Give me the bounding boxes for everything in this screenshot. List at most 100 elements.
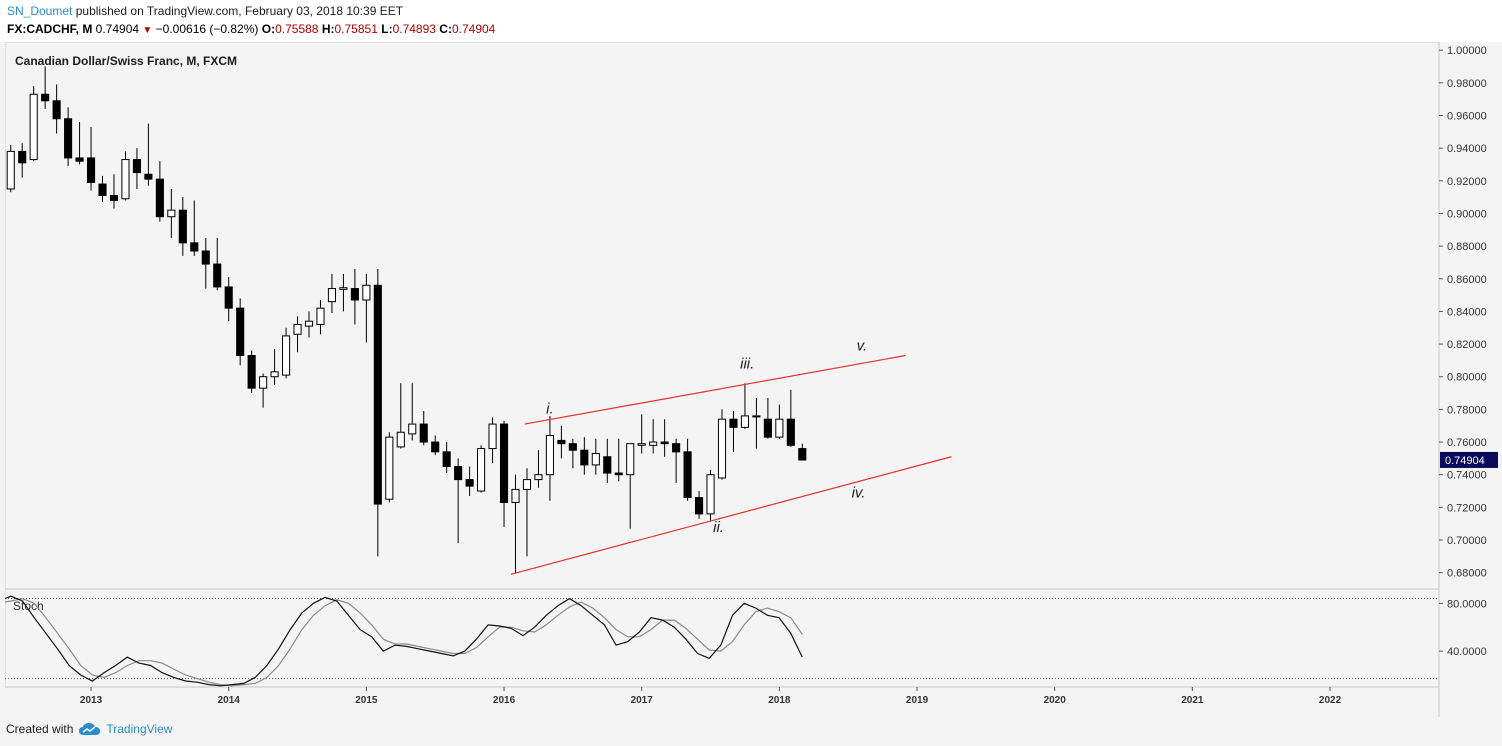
price-tick-label: 0.74000 (1447, 470, 1487, 482)
chart-title: Canadian Dollar/Swiss Franc, M, FXCM (15, 54, 237, 68)
candle (385, 432, 394, 503)
stoch-tick-label: 40.0000 (1447, 646, 1487, 658)
created-with-text: Created with (6, 722, 74, 736)
candle (304, 311, 314, 338)
candle-body-up (545, 435, 554, 476)
candle (419, 411, 428, 446)
candle-body-down (178, 209, 187, 244)
candle (155, 161, 164, 222)
candle (109, 174, 119, 209)
wave-labels-group: i. ii. iii. iv. v. (546, 338, 867, 536)
price-tick-label: 0.76000 (1447, 437, 1487, 449)
published-text: published on TradingView.com, February 0… (75, 4, 404, 18)
price-change: −0.00616 (−0.82%) (155, 22, 259, 36)
wave-label: iv. (852, 485, 866, 502)
candle (75, 122, 84, 165)
candle (522, 468, 532, 557)
wave-label: iii. (740, 356, 754, 373)
close-label: C: (439, 22, 452, 36)
candlestick-chart[interactable]: Canadian Dollar/Swiss Franc, M, FXCM Sto… (0, 41, 1502, 717)
candle-body-down (419, 423, 428, 443)
candle (637, 414, 646, 454)
cloud-icon (79, 723, 101, 735)
trendline[interactable] (524, 354, 906, 425)
stoch-k-line (0, 595, 803, 687)
candle-body-down (190, 242, 199, 252)
candle (557, 425, 566, 459)
low-value: 0.74893 (392, 22, 436, 36)
candle-body-down (247, 355, 256, 389)
chart-area[interactable]: Canadian Dollar/Swiss Franc, M, FXCM Sto… (0, 41, 1502, 717)
candle (477, 445, 486, 493)
last-price: 0.74904 (95, 22, 140, 36)
candle (6, 144, 15, 193)
candle (373, 268, 382, 557)
candle-body-down (431, 441, 440, 453)
year-label: 2016 (493, 695, 516, 706)
candle (144, 123, 153, 186)
ohlc-line: FX:CADCHF, M 0.74904 ▼ −0.00616 (−0.82%)… (7, 22, 495, 36)
candle-body-up (396, 431, 405, 448)
candle-body-down (98, 183, 107, 196)
candle (213, 237, 222, 291)
candle (201, 237, 210, 289)
candle (339, 273, 348, 312)
tradingview-brand[interactable]: TradingView (106, 722, 173, 736)
year-label: 2021 (1181, 695, 1204, 706)
candle (740, 383, 750, 429)
candle-body-up (362, 284, 371, 301)
candle-body-up (511, 488, 520, 503)
candle-body-up (706, 474, 715, 515)
trendline[interactable] (510, 456, 952, 575)
candle (499, 420, 509, 527)
author-link[interactable]: SN_Doumet (7, 4, 73, 18)
candle (706, 469, 715, 521)
candle-body-up (6, 150, 15, 190)
candle (132, 148, 141, 189)
year-label: 2022 (1319, 695, 1342, 706)
time-axis[interactable]: 2013 2014 2015 2016 2017 2018 2019 2020 2021 2022 (80, 687, 1342, 706)
candle-body-down (75, 157, 84, 162)
candle-body-up (316, 307, 325, 325)
year-label: 2020 (1044, 695, 1067, 706)
price-tick-label: 0.78000 (1447, 404, 1487, 416)
candle-body-up (327, 288, 337, 303)
high-value: 0.75851 (334, 22, 378, 36)
candle (580, 437, 589, 475)
candle-body-down (694, 497, 704, 515)
price-tick-label: 0.98000 (1447, 78, 1487, 90)
price-tick-label: 1.00000 (1447, 45, 1487, 57)
candle-body-down (557, 439, 566, 445)
candle-body-up (167, 209, 176, 218)
candle-body-down (568, 443, 577, 451)
candle (775, 404, 784, 439)
open-value: 0.75588 (275, 22, 319, 36)
candle (545, 415, 554, 501)
candle (614, 438, 623, 482)
price-tick-label: 0.68000 (1447, 568, 1487, 580)
candle-body-down (86, 157, 96, 183)
trendlines-group[interactable] (510, 354, 952, 575)
candle-body-up (339, 287, 348, 290)
symbol-label: FX:CADCHF, M (7, 22, 93, 36)
candle-body-down (201, 250, 210, 265)
year-label: 2014 (218, 695, 241, 706)
close-value: 0.74904 (451, 22, 496, 36)
stoch-label: Stoch (13, 599, 44, 613)
year-label: 2017 (631, 695, 654, 706)
tradingview-logo[interactable]: TradingView (79, 722, 172, 736)
price-axis[interactable]: 1.00000 0.98000 0.96000 0.94000 0.92000 0.900… (1439, 45, 1487, 580)
candle-body-up (522, 479, 532, 490)
year-label: 2018 (768, 695, 791, 706)
candle (121, 151, 130, 201)
price-tick-label: 0.84000 (1447, 306, 1487, 318)
candle-body-down (52, 100, 61, 120)
created-with: Created with TradingView (6, 722, 172, 736)
candle (167, 188, 176, 238)
year-label: 2019 (906, 695, 929, 706)
candle (431, 435, 440, 456)
candle-body-down (132, 159, 141, 174)
candle-body-down (499, 423, 509, 503)
candle (396, 383, 405, 449)
candle-body-down (683, 451, 692, 499)
